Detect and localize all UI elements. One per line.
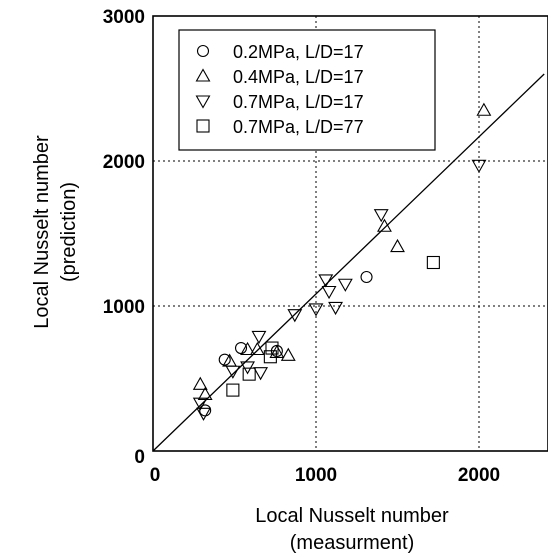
data-point-triangle-up	[390, 238, 405, 253]
data-point-triangle-down	[318, 274, 334, 288]
legend-marker-triangle-up	[195, 68, 211, 82]
data-point-triangle-up	[240, 341, 255, 356]
reference-line-group	[152, 73, 545, 452]
data-point-triangle-down	[253, 367, 269, 381]
data-point-triangle-down	[308, 303, 324, 317]
data-point-triangle-down	[251, 330, 267, 345]
data-point-triangle-down	[471, 159, 487, 173]
data-point-triangle-up	[476, 102, 492, 116]
legend-label: 0.2MPa, L/D=17	[233, 42, 364, 62]
data-point-circle	[360, 270, 373, 284]
x-axis-title-line-1: Local Nusselt number	[255, 505, 449, 527]
legend-marker-square	[196, 119, 210, 133]
y-tick-label: 0	[134, 447, 145, 468]
data-point-triangle-up	[249, 341, 265, 356]
data-point-triangle-up	[280, 347, 296, 361]
tick-labels: 0 1000 2000 0 1000 2000 3000	[103, 7, 500, 486]
plot-frame	[152, 15, 548, 452]
data-point-triangle-down	[287, 309, 303, 323]
data-point-circle	[218, 353, 231, 366]
data-point-square	[265, 341, 279, 355]
y-axis-title-line-2: (prediction)	[58, 182, 80, 282]
data-point-triangle-down	[192, 397, 208, 411]
legend: 0.2MPa, L/D=17 0.4MPa, L/D=17 0.7MPa, L/D=…	[178, 29, 436, 151]
x-tick-label: 2000	[458, 465, 500, 486]
grid-lines	[153, 16, 548, 451]
data-point-triangle-up	[377, 218, 392, 232]
data-point-triangle-up	[197, 386, 213, 401]
data-point-triangle-down	[196, 407, 211, 421]
data-point-triangle-down	[373, 209, 389, 223]
data-point-triangle-up	[192, 376, 208, 390]
legend-label: 0.7MPa, L/D=77	[233, 117, 364, 137]
legend-label: 0.7MPa, L/D=17	[233, 92, 364, 112]
x-tick-label: 1000	[295, 465, 337, 486]
data-point-square	[226, 383, 240, 397]
data-point-triangle-down	[321, 285, 337, 300]
y-tick-label: 2000	[103, 152, 145, 173]
reference-line	[152, 73, 545, 452]
y-axis-title-line-1: Local Nusselt number	[31, 135, 53, 329]
legend-marker-circle	[196, 44, 210, 58]
legend-marker-triangle-down	[195, 95, 211, 109]
data-point-square	[263, 350, 277, 364]
y-tick-label: 1000	[103, 297, 145, 318]
data-points	[192, 102, 492, 421]
data-point-triangle-down	[225, 365, 241, 379]
x-axis-title-line-2: (measurment)	[290, 532, 414, 554]
y-tick-label: 3000	[103, 7, 145, 28]
legend-box	[178, 29, 436, 151]
data-point-square	[426, 255, 440, 270]
data-point-square	[242, 367, 256, 381]
legend-label: 0.4MPa, L/D=17	[233, 67, 364, 87]
x-tick-label: 0	[150, 465, 161, 486]
data-point-triangle-down	[337, 278, 353, 292]
data-point-triangle-down	[328, 301, 344, 316]
